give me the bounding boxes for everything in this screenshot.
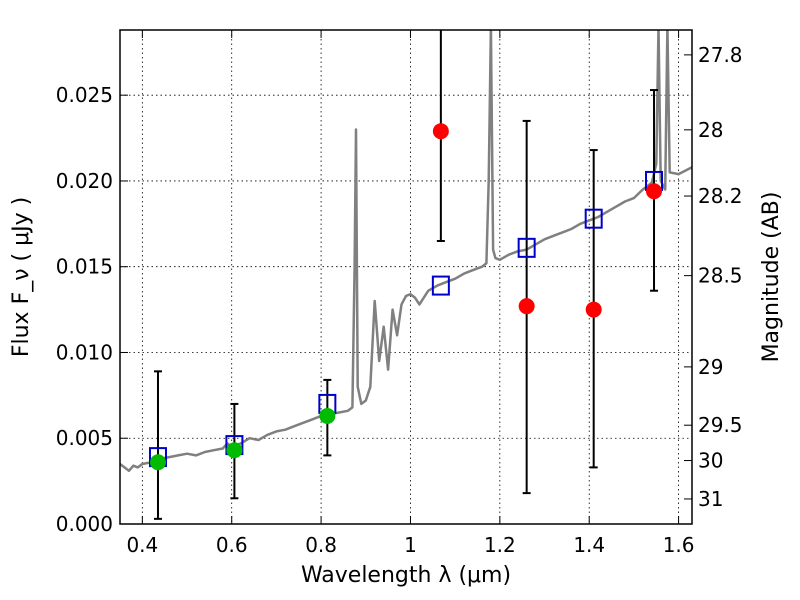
data-point <box>149 454 166 471</box>
data-points <box>148 123 664 471</box>
y2-ticks: 27.8 28 28.2 28.5 29 29.5 30 31 <box>684 43 743 511</box>
data-point <box>432 123 449 140</box>
x-tick-label: 1.6 <box>663 533 695 557</box>
y2-tick-label: 27.8 <box>698 43 743 67</box>
y-tick-label: 0.000 <box>56 512 113 536</box>
y2-tick-label: 30 <box>698 449 723 473</box>
y2-tick-label: 29.5 <box>698 413 743 437</box>
error-bars <box>153 30 659 520</box>
y2-tick-label: 28 <box>698 118 723 142</box>
data-point <box>319 407 336 424</box>
x-tick-label: 0.4 <box>126 533 158 557</box>
y-axis-label: Flux F_ν ( μJy ) <box>9 197 34 357</box>
data-point <box>518 298 535 315</box>
model-square-point <box>517 237 536 258</box>
x-tick-label: 0.6 <box>216 533 248 557</box>
model-square-point <box>431 275 450 296</box>
plot-frame <box>119 29 693 525</box>
y-ticks: 0.000 0.005 0.010 0.015 0.020 0.025 <box>56 83 128 536</box>
x-tick-label: 1.2 <box>484 533 516 557</box>
x-ticks: 0.4 0.6 0.8 1 1.2 1.4 1.6 <box>126 30 695 557</box>
data-point <box>585 301 602 318</box>
grid <box>120 30 692 525</box>
x-tick-label: 1 <box>404 533 417 557</box>
spectrum-line <box>120 30 692 473</box>
y2-axis-label: Magnitude (AB) <box>759 192 784 363</box>
y2-tick-label: 31 <box>698 487 723 511</box>
y-tick-label: 0.025 <box>56 83 113 107</box>
data-point <box>226 442 243 459</box>
model-square-point <box>584 208 603 229</box>
x-tick-label: 0.8 <box>305 533 337 557</box>
y-tick-label: 0.015 <box>56 255 113 279</box>
x-tick-label: 1.4 <box>573 533 605 557</box>
y2-tick-label: 28.2 <box>698 184 743 208</box>
y2-tick-label: 28.5 <box>698 264 743 288</box>
y2-tick-label: 29 <box>698 355 723 379</box>
model-spectrum <box>120 30 692 473</box>
y-tick-label: 0.010 <box>56 340 113 364</box>
data-point <box>646 183 663 200</box>
y-tick-label: 0.005 <box>56 426 113 450</box>
x-axis-label: Wavelength λ (μm) <box>301 563 511 588</box>
y-tick-label: 0.020 <box>56 169 113 193</box>
